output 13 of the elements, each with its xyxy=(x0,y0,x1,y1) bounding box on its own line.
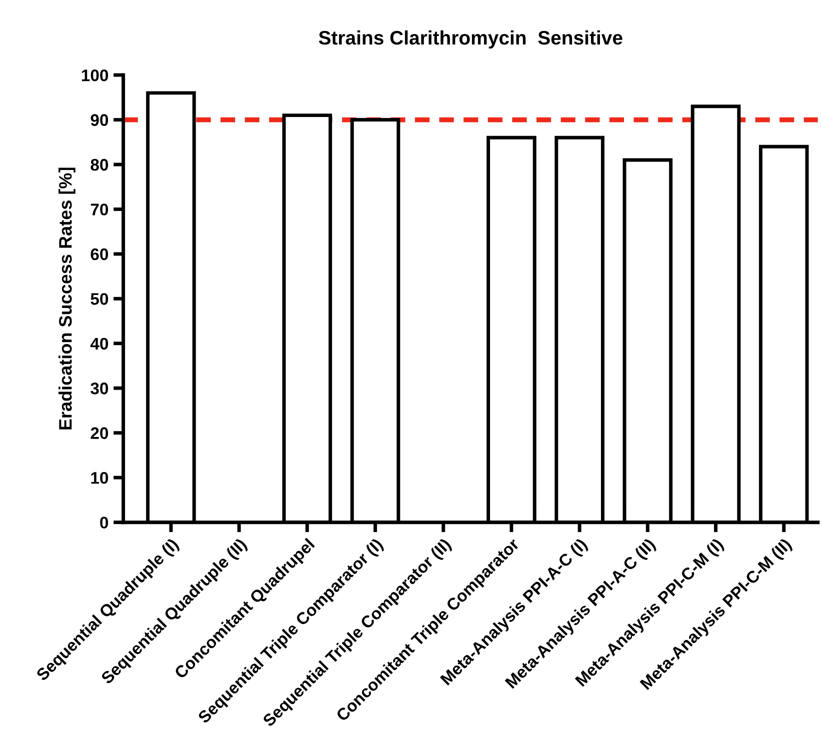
y-tick-label: 60 xyxy=(90,248,108,260)
y-tick-label: 70 xyxy=(90,204,108,216)
y-tick-label: 30 xyxy=(90,382,108,394)
y-tick-label: 10 xyxy=(91,472,108,484)
y-axis-title: Eradication Success Rates [%] xyxy=(58,168,76,430)
y-tick-label: 40 xyxy=(90,338,108,350)
y-tick-label: 90 xyxy=(90,114,108,126)
chart-title: Strains Clarithromycin Sensitive xyxy=(318,30,622,49)
y-tick-label: 100 xyxy=(82,69,108,82)
y-tick-label: 80 xyxy=(90,158,108,171)
y-tick-label: 20 xyxy=(90,427,108,440)
y-tick-label: 50 xyxy=(90,293,108,305)
y-tick-label: 0 xyxy=(100,516,108,529)
